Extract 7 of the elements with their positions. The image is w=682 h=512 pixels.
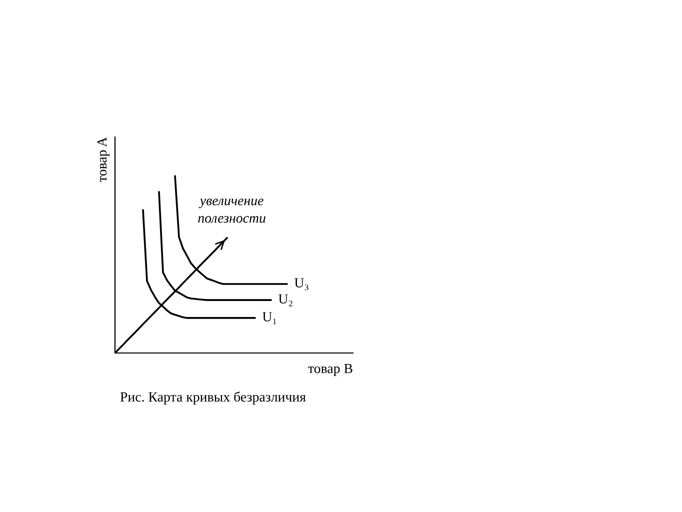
series-label: U₃	[294, 278, 308, 290]
x-axis-title: товар B	[308, 364, 352, 376]
series-label: U₂	[278, 294, 292, 306]
series-label: U₁	[262, 312, 276, 324]
text: Рис. Карта кривых безразличия	[120, 392, 306, 404]
y-axis-title: товар A	[97, 137, 110, 182]
annotation: увеличение полезности	[198, 198, 266, 223]
